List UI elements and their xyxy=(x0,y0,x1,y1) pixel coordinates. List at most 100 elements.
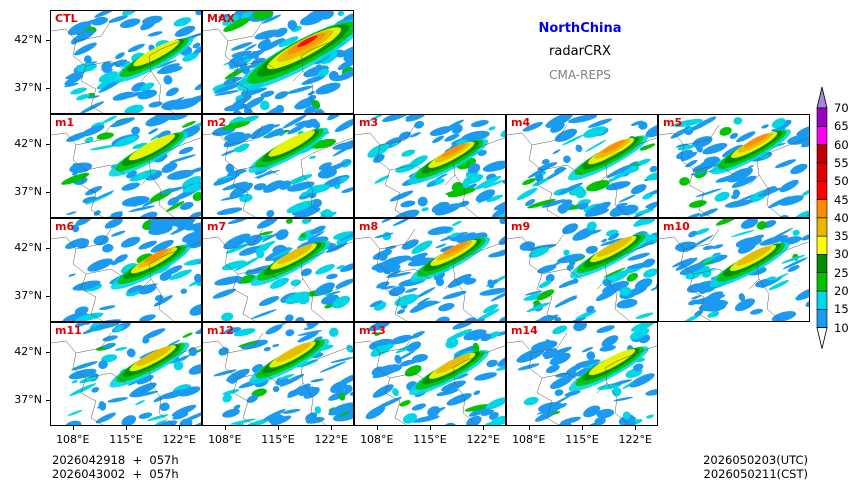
radar-echo xyxy=(606,164,633,179)
lat-tick-mark xyxy=(46,247,50,249)
radar-echo xyxy=(526,302,551,313)
radar-echo xyxy=(318,68,330,77)
colorbar-segment xyxy=(816,290,828,310)
radar-echo xyxy=(284,291,310,305)
lon-tick-mark xyxy=(376,426,378,430)
radar-echo xyxy=(137,89,158,100)
radar-echo xyxy=(805,298,809,308)
radar-echo xyxy=(558,279,577,288)
radar-echo xyxy=(107,397,128,403)
radar-echo xyxy=(487,279,495,289)
radar-echo xyxy=(108,15,128,23)
radar-echo xyxy=(231,50,252,58)
radar-echo xyxy=(691,295,702,300)
valid-time-utc: 2026050203(UTC) xyxy=(703,453,808,467)
radar-echo xyxy=(401,239,419,250)
radar-echo xyxy=(419,256,428,265)
radar-echo xyxy=(65,70,86,80)
radar-echo xyxy=(715,219,741,226)
radar-echo xyxy=(101,354,118,363)
radar-echo xyxy=(179,201,194,210)
radar-echo xyxy=(142,328,166,340)
radar-echo xyxy=(486,194,504,203)
radar-echo xyxy=(307,231,325,241)
valid-time-cst: 2026050211(CST) xyxy=(703,467,809,481)
radar-echo-core xyxy=(588,348,636,376)
radar-echo xyxy=(532,178,549,187)
radar-echo xyxy=(260,38,285,52)
radar-echo xyxy=(314,406,322,414)
radar-echo-core xyxy=(275,342,312,363)
radar-echo xyxy=(243,96,265,110)
radar-echo xyxy=(536,404,565,415)
panel-label: m10 xyxy=(663,220,690,233)
radar-echo xyxy=(258,231,273,236)
radar-echo xyxy=(226,368,250,383)
colorbar-segment xyxy=(816,217,828,237)
radar-echo xyxy=(545,273,555,283)
radar-echo xyxy=(715,173,744,183)
radar-echo xyxy=(382,115,410,123)
radar-echo xyxy=(724,199,753,208)
radar-echo xyxy=(493,199,505,211)
colorbar-level-label: 15 xyxy=(834,302,849,317)
panel-label: CTL xyxy=(55,12,78,25)
lat-tick-label: 37°N xyxy=(14,81,42,94)
map-panel-m1: m1 xyxy=(50,114,202,218)
radar-echo xyxy=(411,240,433,254)
radar-echo xyxy=(171,404,197,417)
radar-echo xyxy=(626,262,654,269)
radar-map xyxy=(51,11,201,113)
lon-tick-mark xyxy=(179,426,181,430)
radar-echo xyxy=(138,240,157,250)
radar-echo xyxy=(222,408,240,418)
radar-echo xyxy=(688,200,707,208)
radar-echo xyxy=(314,282,335,296)
radar-echo xyxy=(649,188,657,195)
radar-echo xyxy=(583,126,608,138)
radar-echo xyxy=(169,269,192,280)
radar-echo xyxy=(173,360,184,371)
lon-tick-mark xyxy=(126,426,127,430)
radar-echo xyxy=(310,378,324,383)
radar-echo xyxy=(630,323,655,332)
radar-echo xyxy=(557,253,584,264)
radar-echo xyxy=(462,317,477,321)
radar-echo xyxy=(261,231,281,243)
radar-echo xyxy=(688,299,699,306)
radar-echo xyxy=(429,126,453,136)
colorbar-level-label: 40 xyxy=(834,210,849,225)
radar-echo xyxy=(87,258,113,272)
radar-echo xyxy=(235,143,250,153)
radar-echo xyxy=(672,257,693,268)
radar-echo xyxy=(551,411,561,415)
radar-echo xyxy=(475,189,496,203)
radar-echo xyxy=(84,137,94,144)
radar-echo xyxy=(675,257,698,271)
radar-echo xyxy=(263,180,284,193)
lat-tick-mark xyxy=(46,88,50,89)
radar-echo xyxy=(707,311,720,318)
map-panel-m12: m12 xyxy=(202,322,354,426)
radar-echo xyxy=(324,304,333,309)
colorbar-level-label: 25 xyxy=(834,265,849,280)
radar-echo xyxy=(392,388,399,397)
radar-echo xyxy=(195,11,201,16)
radar-echo xyxy=(695,188,722,198)
radar-echo xyxy=(94,190,115,200)
lon-tick-mark xyxy=(635,426,637,430)
map-panel-m14: m14 xyxy=(506,322,658,426)
radar-echo xyxy=(106,323,118,326)
radar-echo xyxy=(121,415,137,425)
lon-tick-mark xyxy=(430,426,431,430)
radar-echo xyxy=(75,219,93,226)
radar-echo xyxy=(223,17,250,32)
radar-echo xyxy=(768,280,789,291)
radar-echo xyxy=(586,221,597,231)
radar-echo xyxy=(66,211,77,216)
radar-echo xyxy=(72,280,101,291)
radar-echo xyxy=(563,155,571,163)
radar-echo xyxy=(373,154,385,163)
radar-echo xyxy=(405,287,418,293)
radar-echo xyxy=(230,42,253,51)
